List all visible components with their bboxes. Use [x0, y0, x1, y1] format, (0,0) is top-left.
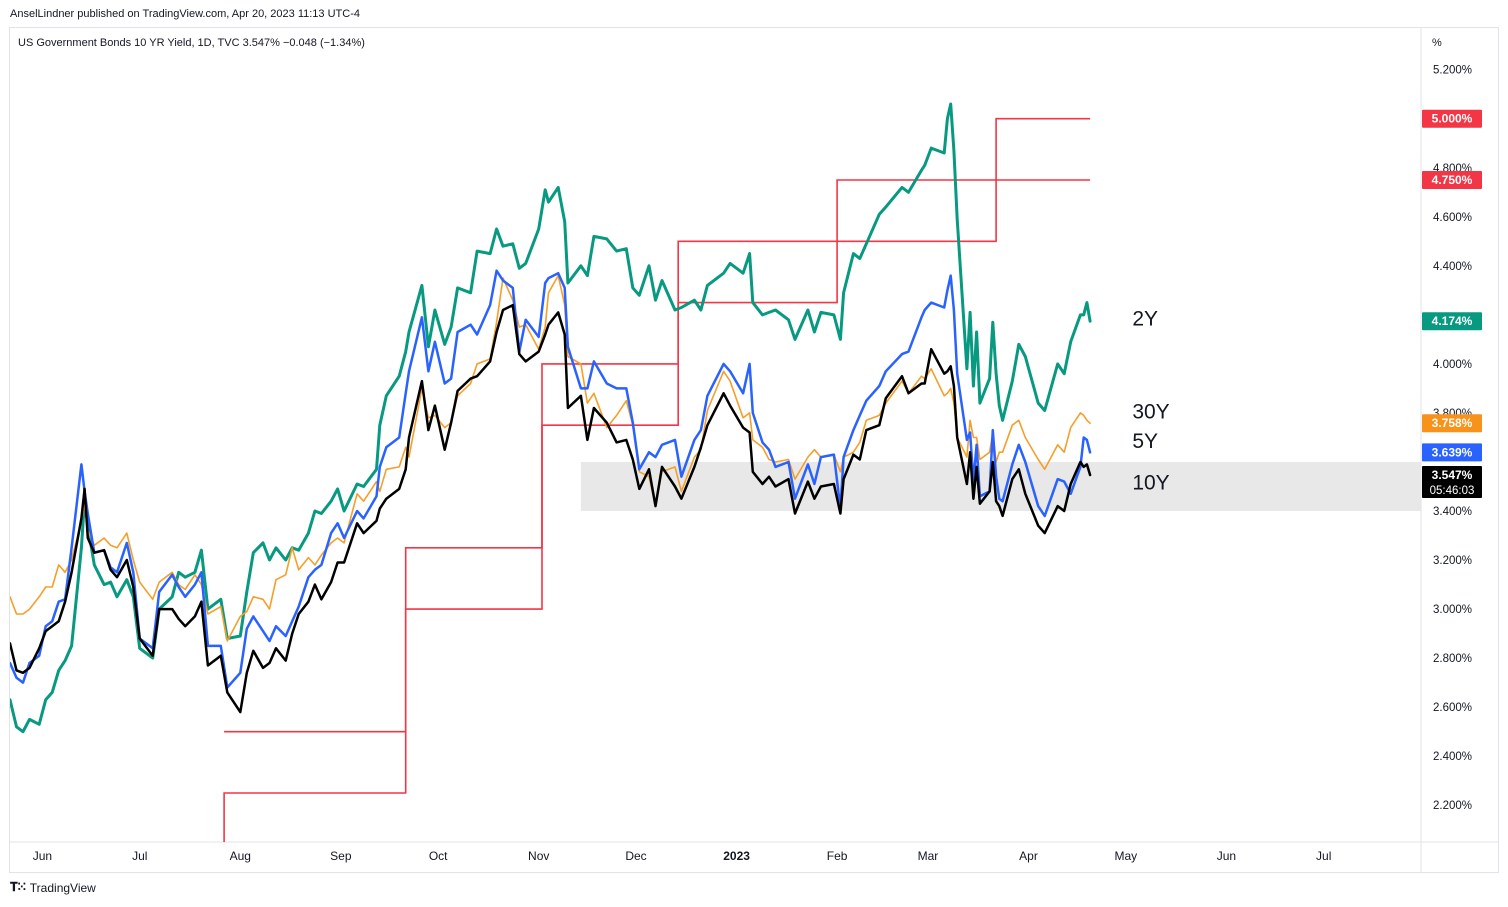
x-tick-label: Jun	[1217, 849, 1236, 863]
price-badge	[1422, 109, 1482, 128]
price-badge	[1422, 312, 1482, 331]
x-tick-label: Mar	[918, 849, 939, 863]
series-label-2y: 2Y	[1132, 307, 1158, 330]
x-tick-label: Sep	[330, 849, 352, 863]
price-badge-label: 4.750%	[1432, 173, 1473, 187]
x-tick-label: Nov	[528, 849, 549, 863]
y-tick-label: 2.200%	[1433, 800, 1472, 812]
countdown-label: 05:46:03	[1430, 485, 1475, 497]
x-tick-label: Oct	[429, 849, 448, 863]
y-tick-label: 4.400%	[1433, 261, 1472, 273]
brand-label: TradingView	[29, 880, 96, 895]
series-line-2y	[10, 102, 1092, 734]
y-tick-label: 4.000%	[1433, 359, 1472, 371]
price-badge	[1422, 414, 1482, 433]
x-tick-label: Feb	[827, 849, 848, 863]
x-tick-label: Jul	[1316, 849, 1331, 863]
legend-line: US Government Bonds 10 YR Yield, 1D, TVC…	[18, 37, 365, 49]
y-tick-label: 3.000%	[1433, 604, 1472, 616]
y-tick-label: 5.200%	[1433, 65, 1472, 77]
series-label-30y: 30Y	[1132, 400, 1169, 423]
x-tick-label: 2023	[723, 849, 750, 863]
price-badge	[1422, 465, 1482, 498]
series-line-5y	[10, 269, 1092, 689]
series-line-10y	[10, 303, 1092, 714]
price-badge-label: 5.000%	[1432, 112, 1473, 126]
x-tick-label: Aug	[230, 849, 251, 863]
series-line-30y	[10, 274, 1091, 642]
price-axis-unit: %	[1432, 37, 1442, 49]
publish-line: AnselLindner published on TradingView.co…	[10, 8, 360, 20]
y-tick-label: 2.800%	[1433, 653, 1472, 665]
series-label-10y: 10Y	[1132, 472, 1169, 495]
y-tick-label: 4.600%	[1433, 212, 1472, 224]
chart-pane-border	[9, 27, 1499, 873]
y-tick-label: 2.400%	[1433, 751, 1472, 763]
support-band	[580, 461, 1421, 512]
price-badge-label: 3.758%	[1432, 416, 1473, 430]
x-tick-label: Jul	[132, 849, 147, 863]
x-tick-label: Apr	[1019, 849, 1038, 863]
series-label-5y: 5Y	[1132, 430, 1158, 453]
x-tick-label: Dec	[625, 849, 646, 863]
price-badge-label: 3.547%	[1432, 468, 1473, 482]
price-badge	[1422, 443, 1482, 462]
x-tick-label: May	[1114, 849, 1137, 863]
y-tick-label: 3.200%	[1433, 555, 1472, 567]
price-badge-label: 4.174%	[1432, 314, 1473, 328]
step-line-fed-funds-lower	[223, 179, 1091, 842]
y-tick-label: 2.600%	[1433, 702, 1472, 714]
tradingview-logo-icon: 𝐓⁙	[10, 880, 27, 894]
y-tick-label: 3.400%	[1433, 506, 1472, 518]
price-badge-label: 3.639%	[1432, 445, 1473, 459]
x-tick-label: Jun	[33, 849, 52, 863]
brand[interactable]: 𝐓⁙ TradingView	[10, 880, 96, 895]
price-badge	[1422, 171, 1482, 190]
